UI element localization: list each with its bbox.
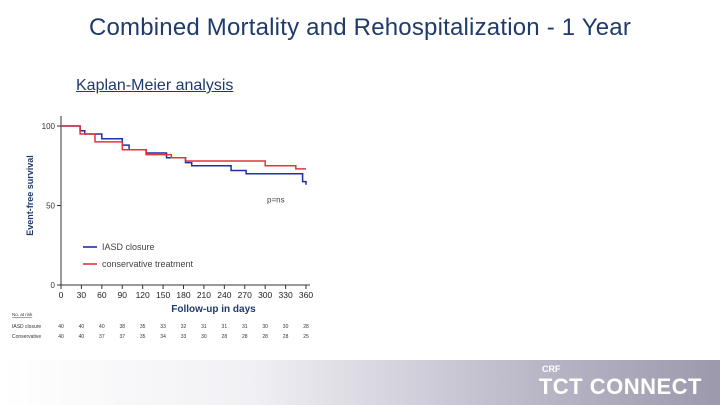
risk-table-cell: 32 — [181, 324, 187, 330]
footer-brand-logo: TCT CONNECT — [538, 374, 702, 399]
risk-table-cell: 30 — [283, 324, 289, 330]
x-tick-label: 300 — [258, 290, 272, 300]
risk-table-cell: 37 — [99, 334, 105, 340]
risk-table-cell: 30 — [201, 334, 207, 340]
slide-title: Combined Mortality and Rehospitalization… — [88, 14, 632, 41]
risk-table-cell: 35 — [140, 334, 146, 340]
x-tick-label: 330 — [278, 290, 292, 300]
risk-table-cell: 37 — [119, 334, 125, 340]
x-tick-label: 90 — [118, 290, 128, 300]
x-tick-label: 150 — [156, 290, 170, 300]
y-tick-label: 100 — [42, 122, 56, 131]
risk-table-cell: 40 — [58, 324, 64, 330]
x-tick-label: 180 — [176, 290, 190, 300]
risk-table-cell: 40 — [58, 334, 64, 340]
km-curve-conservative-treatment — [61, 125, 306, 170]
chart-subtitle: Kaplan-Meier analysis — [76, 77, 234, 94]
x-tick-label: 60 — [97, 290, 107, 300]
risk-table-cell: 33 — [160, 324, 166, 330]
risk-table-row-label: Conservative — [12, 334, 41, 340]
risk-table-cell: 28 — [222, 334, 228, 340]
footer-band — [0, 360, 720, 405]
risk-table-cell: 35 — [140, 324, 146, 330]
x-tick-label: 30 — [77, 290, 87, 300]
risk-table-cell: 33 — [181, 334, 187, 340]
risk-table-cell: 28 — [242, 334, 248, 340]
x-axis-label: Follow-up in days — [171, 304, 256, 315]
risk-table-cell: 30 — [262, 324, 268, 330]
p-value-annotation: p=ns — [267, 196, 285, 205]
risk-table-cell: 31 — [242, 324, 248, 330]
x-tick-label: 240 — [217, 290, 231, 300]
risk-table-cell: 40 — [99, 324, 105, 330]
risk-table-cell: 25 — [303, 334, 309, 340]
risk-table-cell: 34 — [160, 334, 166, 340]
x-tick-label: 0 — [59, 290, 64, 300]
risk-table-row-label: IASD closure — [12, 324, 41, 330]
x-tick-label: 210 — [197, 290, 211, 300]
legend-label: IASD closure — [102, 242, 155, 252]
footer-org-logo: CRF — [542, 364, 561, 374]
y-tick-label: 0 — [51, 281, 56, 290]
x-tick-label: 360 — [299, 290, 313, 300]
x-tick-label: 120 — [136, 290, 150, 300]
risk-table-cell: 28 — [262, 334, 268, 340]
legend-label: conservative treatment — [102, 259, 194, 269]
y-axis-label: Event-free survival — [25, 155, 35, 236]
risk-table-cell: 28 — [303, 324, 309, 330]
risk-table-header: No. at risk — [12, 312, 33, 317]
risk-table-cell: 28 — [283, 334, 289, 340]
x-tick-label: 270 — [238, 290, 252, 300]
y-tick-label: 50 — [46, 202, 55, 211]
km-curve-iasd-closure — [61, 125, 307, 185]
risk-table-cell: 40 — [79, 324, 85, 330]
risk-table-cell: 38 — [119, 324, 125, 330]
risk-table-cell: 31 — [222, 324, 228, 330]
risk-table-cell: 40 — [79, 334, 85, 340]
risk-table-cell: 31 — [201, 324, 207, 330]
